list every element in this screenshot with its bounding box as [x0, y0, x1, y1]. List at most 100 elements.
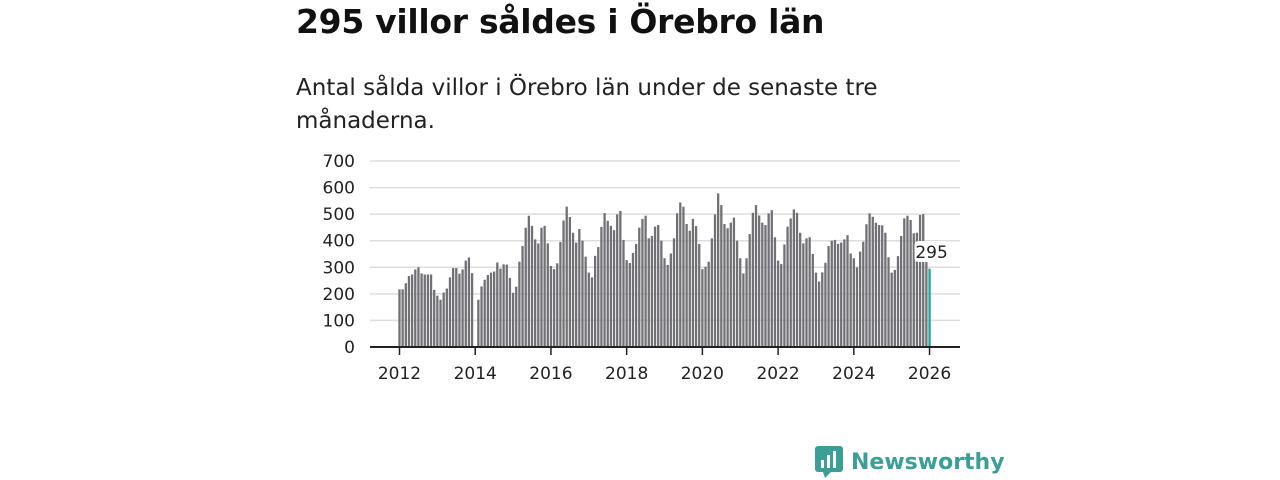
bar [827, 246, 830, 347]
bar [565, 206, 568, 347]
bar [616, 214, 619, 347]
bar [682, 206, 685, 347]
bar [922, 214, 925, 347]
bar [843, 239, 846, 347]
bar [694, 226, 698, 347]
bar [634, 243, 638, 347]
bar [647, 238, 650, 347]
bar [451, 268, 455, 347]
bar [597, 247, 600, 347]
bar [527, 215, 531, 347]
bar [707, 261, 710, 347]
bar [909, 219, 912, 347]
bar [426, 274, 430, 347]
newsworthy-logo[interactable]: Newsworthy [815, 446, 1005, 478]
bar [467, 257, 471, 347]
bar [420, 273, 423, 347]
bar [587, 272, 590, 347]
bar [776, 260, 780, 347]
bar [817, 281, 821, 347]
bar [568, 217, 572, 347]
x-axis: 2012 2014 2016 2018 2020 2022 2024 2026 [370, 346, 960, 384]
bar [874, 222, 878, 347]
bar [423, 274, 426, 347]
bar [830, 240, 833, 347]
bar [477, 299, 480, 347]
highlight-bar [928, 268, 931, 347]
bar [464, 260, 467, 347]
y-tick-label: 100 [323, 311, 355, 331]
bar [877, 225, 881, 347]
bars [398, 193, 931, 347]
bar [508, 277, 512, 347]
bar [764, 225, 767, 347]
bar [754, 205, 758, 347]
bar [710, 238, 713, 347]
bar [685, 223, 688, 347]
x-tick-label: 2026 [908, 364, 951, 384]
bar [502, 264, 505, 347]
bar [436, 295, 439, 347]
bar [704, 266, 707, 347]
bar [758, 215, 761, 347]
bar [562, 220, 565, 347]
bar [556, 263, 559, 347]
bar [546, 243, 549, 347]
bar [455, 268, 458, 347]
bar [414, 269, 417, 347]
bar [641, 218, 644, 347]
x-tick-label: 2012 [378, 364, 421, 384]
bar [713, 214, 717, 347]
bar [612, 230, 616, 347]
bar [660, 240, 663, 347]
bar [404, 283, 407, 347]
bar [811, 254, 814, 347]
bar [609, 225, 613, 347]
bar [742, 273, 745, 347]
bar [480, 286, 483, 347]
x-tick-label: 2024 [832, 364, 875, 384]
bar [871, 216, 874, 347]
bar [903, 218, 906, 347]
bar [515, 286, 518, 347]
bar [606, 220, 609, 347]
bar [505, 264, 508, 347]
bar [511, 292, 515, 347]
bar [786, 226, 789, 347]
bar [499, 268, 502, 347]
bar [493, 271, 496, 347]
bar [603, 213, 606, 347]
bar [600, 226, 603, 347]
bar [429, 274, 433, 347]
bar [739, 258, 742, 347]
bar [858, 251, 862, 347]
bar [417, 267, 420, 347]
bar [628, 263, 631, 347]
bar [619, 210, 622, 347]
bar [773, 237, 777, 347]
bar [439, 299, 442, 347]
chart-subtitle: Antal sålda villor i Örebro län under de… [296, 75, 878, 134]
bar [821, 272, 824, 347]
newsworthy-logo-icon [815, 446, 843, 478]
bar [518, 261, 521, 347]
bar [663, 258, 666, 347]
bar [849, 253, 852, 347]
bar [735, 240, 739, 347]
bar [650, 235, 654, 347]
bar [631, 252, 635, 347]
bar [575, 242, 578, 347]
bar [638, 227, 641, 347]
y-tick-label: 500 [323, 205, 355, 225]
highlight-value-label: 295 [915, 243, 947, 263]
bar [559, 242, 562, 347]
x-tick-label: 2016 [529, 364, 572, 384]
bar [445, 288, 448, 347]
bar [530, 225, 534, 347]
bar [571, 232, 575, 347]
bar [805, 238, 808, 347]
bar [748, 234, 751, 347]
bar [543, 225, 546, 347]
bar [410, 274, 414, 347]
bar [770, 210, 773, 347]
